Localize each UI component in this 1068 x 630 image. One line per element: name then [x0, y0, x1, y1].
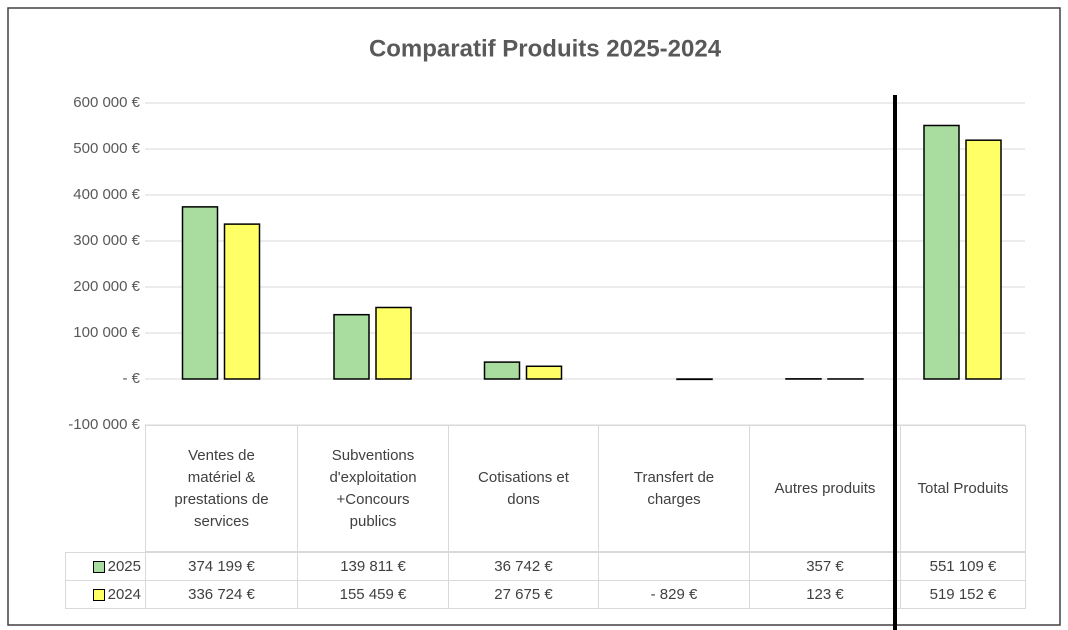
value-cell: 374 199 € [145, 552, 298, 581]
value-cell-text: 36 742 € [494, 557, 553, 575]
y-tick-label: 300 000 € [73, 232, 140, 249]
chart-border [7, 7, 1061, 626]
bar [483, 361, 521, 380]
value-cell: - 829 € [598, 580, 750, 609]
value-cell-text: 123 € [806, 585, 844, 603]
bar [375, 306, 412, 380]
value-cell-text: 551 109 € [929, 557, 997, 575]
value-cell [598, 552, 750, 581]
bar [965, 139, 1002, 380]
category-header: Cotisations et dons [448, 425, 599, 552]
y-tick-label: 400 000 € [73, 186, 140, 203]
category-header-text: Ventes de matériel & prestations de serv… [174, 446, 269, 530]
value-cell-text: 155 459 € [339, 585, 407, 603]
value-cell: 123 € [749, 580, 901, 609]
value-cell: 336 724 € [145, 580, 298, 609]
value-cell: 27 675 € [448, 580, 599, 609]
bar [333, 313, 370, 380]
value-cell-text: - 829 € [650, 585, 698, 603]
category-header-text: Transfert de charges [633, 468, 715, 508]
legend-label: 2024 [107, 585, 141, 603]
category-header-text: Autres produits [774, 479, 876, 497]
bars [181, 124, 1002, 381]
category-header: Subventions d'exploitation +Concours pub… [297, 425, 449, 552]
category-header: Total Produits [900, 425, 1026, 552]
value-cell-text: 519 152 € [929, 585, 997, 603]
grid: -100 000 € - € 100 000 € 200 000 € 300 000 €… [68, 94, 1025, 433]
value-cell: 551 109 € [900, 552, 1026, 581]
category-header-text: Subventions d'exploitation +Concours pub… [329, 446, 417, 530]
legend-label: 2025 [107, 557, 141, 575]
y-tick-label: 200 000 € [73, 278, 140, 295]
value-cell: 357 € [749, 552, 901, 581]
y-tick-label: -100 000 € [68, 416, 140, 433]
value-cell: 36 742 € [448, 552, 599, 581]
y-tick-label: - € [122, 370, 140, 387]
y-tick-label: 500 000 € [73, 140, 140, 157]
category-header: Ventes de matériel & prestations de serv… [145, 425, 298, 552]
value-cell-text: 336 724 € [188, 585, 255, 603]
category-header-text: Total Produits [917, 479, 1009, 497]
category-header: Autres produits [749, 425, 901, 552]
bar [923, 124, 960, 380]
value-cell: 519 152 € [900, 580, 1026, 609]
value-cell-text: 139 811 € [340, 557, 406, 575]
bar [181, 206, 219, 380]
category-header: Transfert de charges [598, 425, 750, 552]
bar [223, 223, 261, 380]
legend-entry: 2024 [65, 580, 146, 609]
y-tick-label: 100 000 € [73, 324, 140, 341]
chart-title: Comparatif Produits 2025-2024 [369, 35, 722, 62]
value-cell-text: 357 € [806, 557, 844, 575]
legend-key [92, 588, 105, 601]
bar [525, 365, 563, 380]
legend-entry: 2025 [65, 552, 146, 581]
category-header-text: Cotisations et dons [478, 468, 569, 508]
y-tick-label: 600 000 € [73, 94, 140, 111]
legend-key [92, 560, 105, 573]
value-cell: 139 811 € [297, 552, 449, 581]
value-cell-text: 27 675 € [494, 585, 553, 603]
value-cell: 155 459 € [297, 580, 449, 609]
value-cell-text: 374 199 € [188, 557, 255, 575]
